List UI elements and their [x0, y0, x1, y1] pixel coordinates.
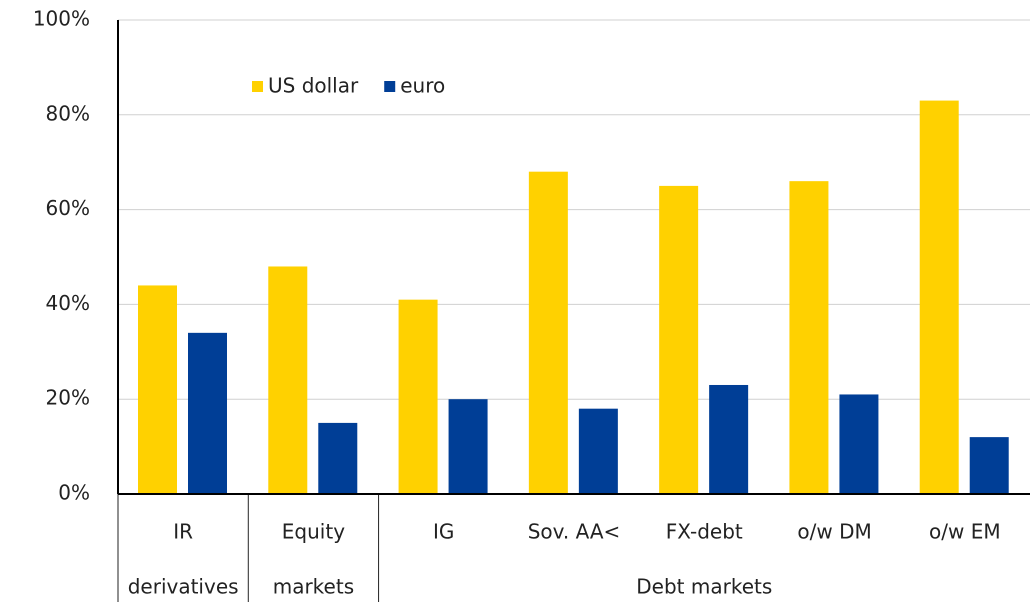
x-tick-label: IG — [433, 520, 454, 544]
bar — [709, 384, 749, 494]
bar — [138, 285, 177, 494]
bar — [448, 399, 488, 494]
bar — [919, 100, 959, 494]
x-tick-label: Equity — [282, 520, 345, 544]
bar — [659, 185, 699, 494]
legend-swatch — [384, 81, 396, 92]
legend-swatch — [252, 81, 263, 92]
x-tick-label: Sov. AA< — [528, 520, 621, 544]
bar — [268, 266, 308, 494]
bar — [789, 181, 829, 494]
x-tick-label: o/w DM — [797, 520, 871, 544]
bar — [578, 408, 618, 494]
bar — [528, 171, 568, 494]
x-tick-label: IR — [173, 520, 193, 544]
x-tick-label: o/w EM — [929, 520, 1001, 544]
x-tick-label: FX-debt — [666, 520, 743, 544]
group-label: derivatives — [128, 575, 239, 599]
bar — [318, 422, 358, 494]
legend-label: euro — [400, 74, 445, 98]
bar — [969, 437, 1009, 494]
bar — [839, 394, 879, 494]
y-tick-label: 60% — [46, 196, 90, 220]
y-tick-label: 100% — [33, 7, 90, 31]
y-tick-label: 20% — [46, 386, 90, 410]
group-label: Debt markets — [636, 575, 772, 599]
bar — [398, 299, 438, 494]
y-tick-label: 40% — [46, 291, 90, 315]
bar — [188, 332, 227, 494]
group-label: markets — [273, 575, 354, 599]
y-tick-label: 80% — [46, 101, 90, 125]
legend-label: US dollar — [268, 74, 359, 98]
y-tick-label: 0% — [58, 481, 90, 505]
